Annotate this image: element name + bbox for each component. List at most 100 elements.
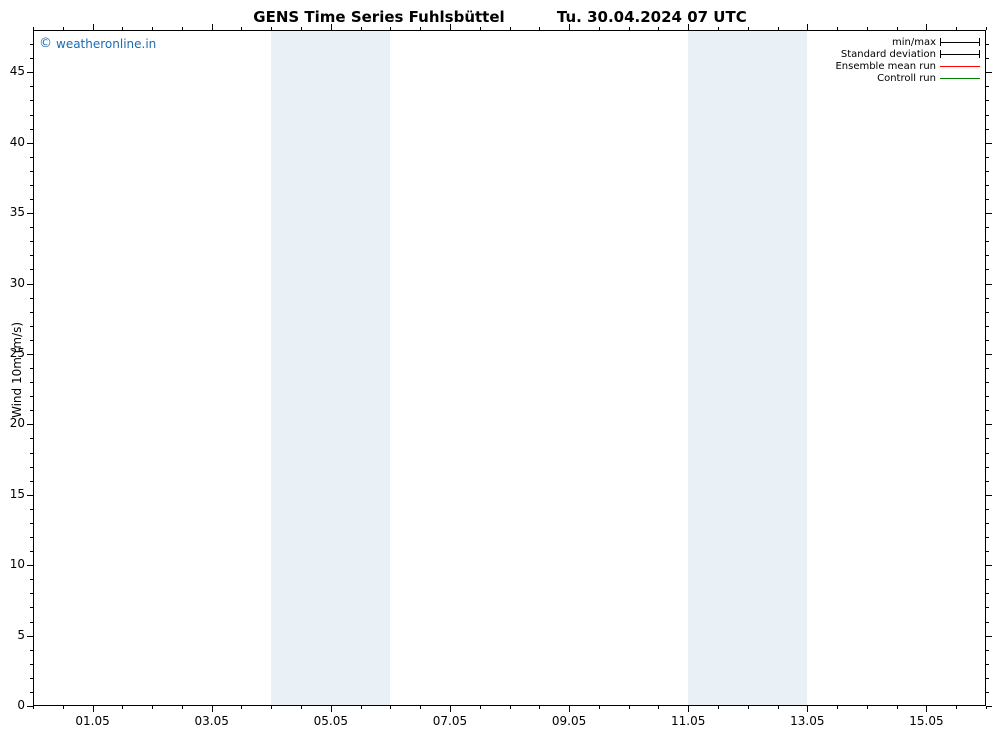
x-minor-tick [897, 27, 898, 30]
weekend-band [271, 30, 332, 706]
legend-label: Ensemble mean run [835, 61, 936, 72]
top-axis [33, 30, 986, 31]
y-tick [27, 424, 33, 425]
y-minor-tick [30, 368, 33, 369]
y-minor-tick [986, 382, 989, 383]
x-minor-tick [33, 706, 34, 709]
y-tick-label: 45 [3, 64, 25, 78]
y-minor-tick [986, 115, 989, 116]
y-minor-tick [30, 692, 33, 693]
x-minor-tick [331, 27, 332, 30]
y-minor-tick [986, 86, 989, 87]
x-minor-tick [33, 27, 34, 30]
y-minor-tick [986, 467, 989, 468]
y-minor-tick [986, 58, 989, 59]
y-minor-tick [30, 410, 33, 411]
y-minor-tick [30, 185, 33, 186]
x-minor-tick [539, 706, 540, 709]
y-tick [986, 213, 992, 214]
y-tick [27, 72, 33, 73]
x-minor-tick [420, 27, 421, 30]
y-minor-tick [986, 340, 989, 341]
y-tick [27, 706, 33, 707]
x-minor-tick [271, 27, 272, 30]
x-minor-tick [897, 706, 898, 709]
x-minor-tick [926, 27, 927, 30]
y-tick [27, 565, 33, 566]
y-minor-tick [986, 607, 989, 608]
y-minor-tick [986, 410, 989, 411]
legend-label: Controll run [877, 73, 936, 84]
y-minor-tick [30, 171, 33, 172]
y-minor-tick [30, 312, 33, 313]
x-minor-tick [301, 27, 302, 30]
y-minor-tick [30, 269, 33, 270]
x-minor-tick [241, 27, 242, 30]
y-minor-tick [986, 298, 989, 299]
weekend-band [331, 30, 392, 706]
y-minor-tick [986, 157, 989, 158]
y-minor-tick [986, 269, 989, 270]
chart-container: GENS Time Series Fuhlsbüttel Tu. 30.04.2… [0, 0, 1000, 733]
x-minor-tick [718, 27, 719, 30]
y-tick [27, 284, 33, 285]
y-minor-tick [30, 537, 33, 538]
x-minor-tick [837, 706, 838, 709]
y-minor-tick [30, 340, 33, 341]
y-minor-tick [30, 579, 33, 580]
y-minor-tick [30, 551, 33, 552]
y-minor-tick [30, 58, 33, 59]
left-axis [33, 30, 34, 706]
legend-item: Ensemble mean run [835, 60, 980, 72]
x-minor-tick [450, 27, 451, 30]
y-minor-tick [986, 509, 989, 510]
x-tick-label: 05.05 [311, 714, 351, 728]
y-tick-label: 30 [3, 276, 25, 290]
y-minor-tick [986, 368, 989, 369]
y-tick [986, 565, 992, 566]
y-minor-tick [986, 44, 989, 45]
y-tick [986, 284, 992, 285]
y-tick-label: 40 [3, 135, 25, 149]
x-minor-tick [867, 706, 868, 709]
x-minor-tick [212, 27, 213, 30]
y-minor-tick [30, 438, 33, 439]
y-tick [986, 636, 992, 637]
x-minor-tick [420, 706, 421, 709]
x-minor-tick [569, 27, 570, 30]
x-minor-tick [93, 27, 94, 30]
x-minor-tick [122, 27, 123, 30]
x-minor-tick [390, 27, 391, 30]
y-tick [986, 495, 992, 496]
x-minor-tick [122, 706, 123, 709]
x-minor-tick [629, 27, 630, 30]
x-minor-tick [361, 706, 362, 709]
legend-sample [940, 60, 980, 72]
y-tick [27, 354, 33, 355]
x-minor-tick [271, 706, 272, 709]
x-tick-label: 01.05 [73, 714, 113, 728]
x-minor-tick [480, 706, 481, 709]
title-right: Tu. 30.04.2024 07 UTC [557, 8, 747, 26]
x-minor-tick [480, 27, 481, 30]
weekend-band [688, 30, 749, 706]
y-tick [986, 143, 992, 144]
x-minor-tick [361, 27, 362, 30]
y-tick-label: 10 [3, 557, 25, 571]
y-minor-tick [30, 100, 33, 101]
y-tick-label: 25 [3, 346, 25, 360]
x-minor-tick [778, 27, 779, 30]
y-tick [986, 72, 992, 73]
x-minor-tick [301, 706, 302, 709]
y-minor-tick [986, 551, 989, 552]
x-minor-tick [956, 706, 957, 709]
y-minor-tick [986, 199, 989, 200]
y-tick [27, 495, 33, 496]
y-minor-tick [986, 692, 989, 693]
y-tick [986, 706, 992, 707]
x-minor-tick [688, 706, 689, 709]
y-tick [986, 424, 992, 425]
plot-area: © weatheronline.in min/maxStandard devia… [33, 30, 986, 706]
x-tick-label: 03.05 [192, 714, 232, 728]
y-minor-tick [30, 326, 33, 327]
